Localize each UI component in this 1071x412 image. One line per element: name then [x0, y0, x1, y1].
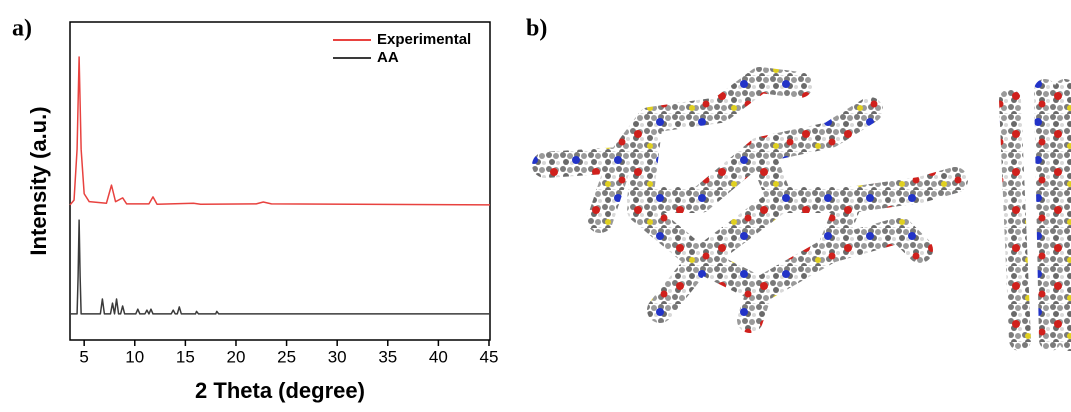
x-tick-label: 40 [429, 347, 448, 366]
y-axis-title: Intensity (a.u.) [26, 106, 51, 255]
molecular-structure [532, 67, 1071, 351]
x-tick-label: 25 [277, 347, 296, 366]
data-line [70, 219, 490, 315]
panel-label: b) [526, 16, 547, 42]
x-tick-label: 15 [176, 347, 195, 366]
legend-label: AA [377, 49, 399, 66]
x-tick-label: 5 [79, 347, 88, 366]
x-tick-label: 35 [378, 347, 397, 366]
panel-label: a) [12, 16, 32, 42]
plot-frame [69, 21, 491, 341]
x-tick-label: 20 [227, 347, 246, 366]
x-tick-label: 10 [125, 347, 144, 366]
x-tick-label: 30 [328, 347, 347, 366]
legend-label: Experimental [377, 31, 471, 48]
x-tick-label: 45 [480, 347, 499, 366]
data-line [69, 56, 491, 206]
x-axis-title: 2 Theta (degree) [195, 378, 365, 403]
